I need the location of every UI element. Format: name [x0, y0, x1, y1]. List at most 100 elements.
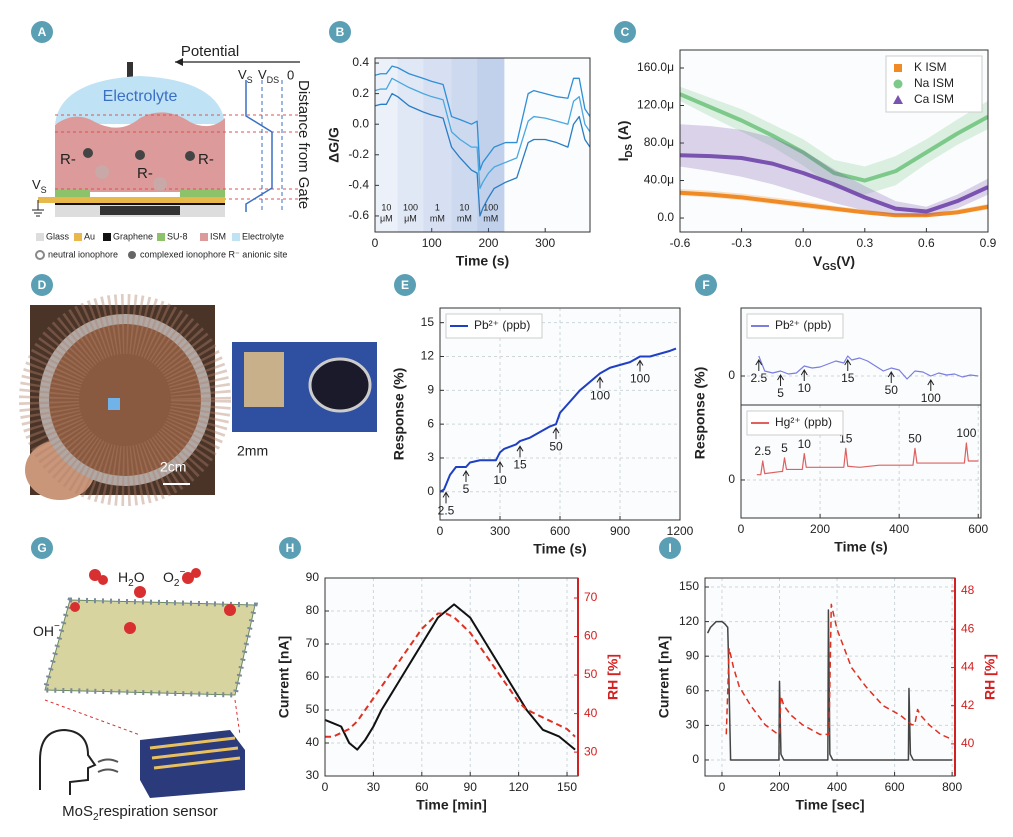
badge: [279, 537, 301, 559]
annotation: 5: [777, 386, 784, 400]
graphene: [55, 203, 225, 205]
y2-tick-label: 40: [961, 736, 975, 750]
legend-text: Glass: [46, 231, 70, 241]
y-tick-label: 0.2: [352, 86, 369, 100]
annotation-arrow: [636, 359, 644, 372]
x-tick-label: 600: [550, 524, 570, 538]
part: S: [247, 75, 253, 85]
region: [397, 58, 424, 232]
y-tick-label: 6: [427, 416, 434, 430]
y-tick-label: 0.0: [352, 116, 369, 130]
region-label: 10: [459, 202, 469, 212]
annotation: 15: [513, 457, 527, 471]
devices: [19, 294, 231, 506]
molecules: [70, 568, 236, 634]
su8: [55, 190, 90, 198]
y-tick-label: 3: [427, 450, 434, 464]
legend-label: Na ISM: [914, 76, 954, 90]
annotation-arrow: [887, 371, 895, 383]
x-tick-label: 60: [415, 780, 429, 794]
x-tick-label: -0.6: [670, 236, 691, 250]
x-tick-label: -0.3: [731, 236, 752, 250]
x-tick-label: 0: [437, 524, 444, 538]
annotation: 2.5: [754, 444, 771, 458]
annotation: 10: [798, 437, 812, 451]
legend-text: neutral ionophore: [48, 249, 118, 259]
profile: [245, 80, 273, 212]
y-axis-label-part: (A): [615, 121, 631, 144]
y-tick-label: 90: [686, 648, 700, 662]
region-label: 100: [403, 202, 418, 212]
y-tick-label: 0: [427, 484, 434, 498]
region: [423, 58, 452, 232]
x-axis-label-part: GS: [822, 262, 837, 273]
x-tick-label: 1200: [667, 524, 694, 538]
band: [680, 86, 988, 195]
electrolyte-label: Electrolyte: [103, 88, 178, 105]
badge-label: E: [401, 278, 409, 292]
badge: [659, 537, 681, 559]
y-tick-label: 0: [728, 472, 735, 486]
series-line: [725, 603, 953, 741]
part: V: [32, 177, 41, 192]
x-axis-label: Time (s): [533, 541, 586, 557]
x-tick-label: 400: [889, 522, 909, 536]
ground: [32, 200, 44, 217]
part: −: [179, 567, 185, 578]
gate: [100, 206, 180, 215]
legend-text: SU-8: [167, 231, 188, 241]
series-line: [375, 77, 590, 190]
y-tick-label: 160.0μ: [637, 60, 674, 74]
part: O: [134, 569, 145, 585]
probe: [127, 62, 133, 78]
y2-tick-label: 60: [584, 629, 598, 643]
x-tick-label: 0: [322, 780, 329, 794]
breath: [97, 758, 119, 773]
legend-text: complexed ionophore R⁻ anionic site: [140, 249, 287, 259]
region-label: μM: [380, 213, 393, 223]
annotation-arrow: [927, 379, 935, 391]
y-tick-label: 0: [728, 368, 735, 382]
x-tick-label: 200: [478, 236, 498, 250]
x-axis-label-part: V: [813, 253, 823, 269]
x-tick-label: 900: [610, 524, 630, 538]
series-line: [375, 65, 590, 171]
badge: [614, 21, 636, 43]
complexed-icon: [128, 251, 136, 259]
x-tick-label: 400: [827, 780, 847, 794]
chip: [108, 398, 120, 410]
source-label: VS: [32, 177, 47, 195]
series-line: [756, 442, 979, 476]
arrowhead: [175, 58, 183, 66]
su8: [180, 190, 225, 198]
y-axis-label-part: I: [615, 158, 631, 162]
plot-frame: [439, 307, 681, 521]
y-tick-label: 60: [306, 669, 320, 683]
legend-row: [36, 233, 240, 241]
x-tick-label: 0.9: [980, 236, 997, 250]
y2-tick-label: 30: [584, 744, 598, 758]
region-label: 10: [381, 202, 391, 212]
part: S: [41, 185, 47, 195]
y-tick-label: -0.6: [348, 208, 369, 222]
x-tick-label: 200: [810, 522, 830, 536]
legend-marker: [894, 64, 902, 72]
y-tick-label: 120: [679, 614, 699, 628]
legend-text: Graphene: [113, 231, 153, 241]
x-tick-label: 600: [968, 522, 988, 536]
anion: R-: [60, 151, 76, 168]
vds-label: VDS: [258, 67, 279, 85]
y-axis-label: Response (%): [391, 368, 407, 461]
region: [451, 58, 478, 232]
region-label: μM: [404, 213, 417, 223]
water-label: H2O: [118, 569, 145, 589]
wafer: [49, 324, 201, 476]
plot-frame: [679, 49, 989, 233]
neutral-icon: [35, 250, 45, 260]
y-tick-label: 30: [686, 718, 700, 732]
part: H: [118, 569, 128, 585]
y-tick-label: 120.0μ: [637, 98, 674, 112]
annotation: 10: [493, 473, 507, 487]
person-icon: [39, 728, 97, 795]
